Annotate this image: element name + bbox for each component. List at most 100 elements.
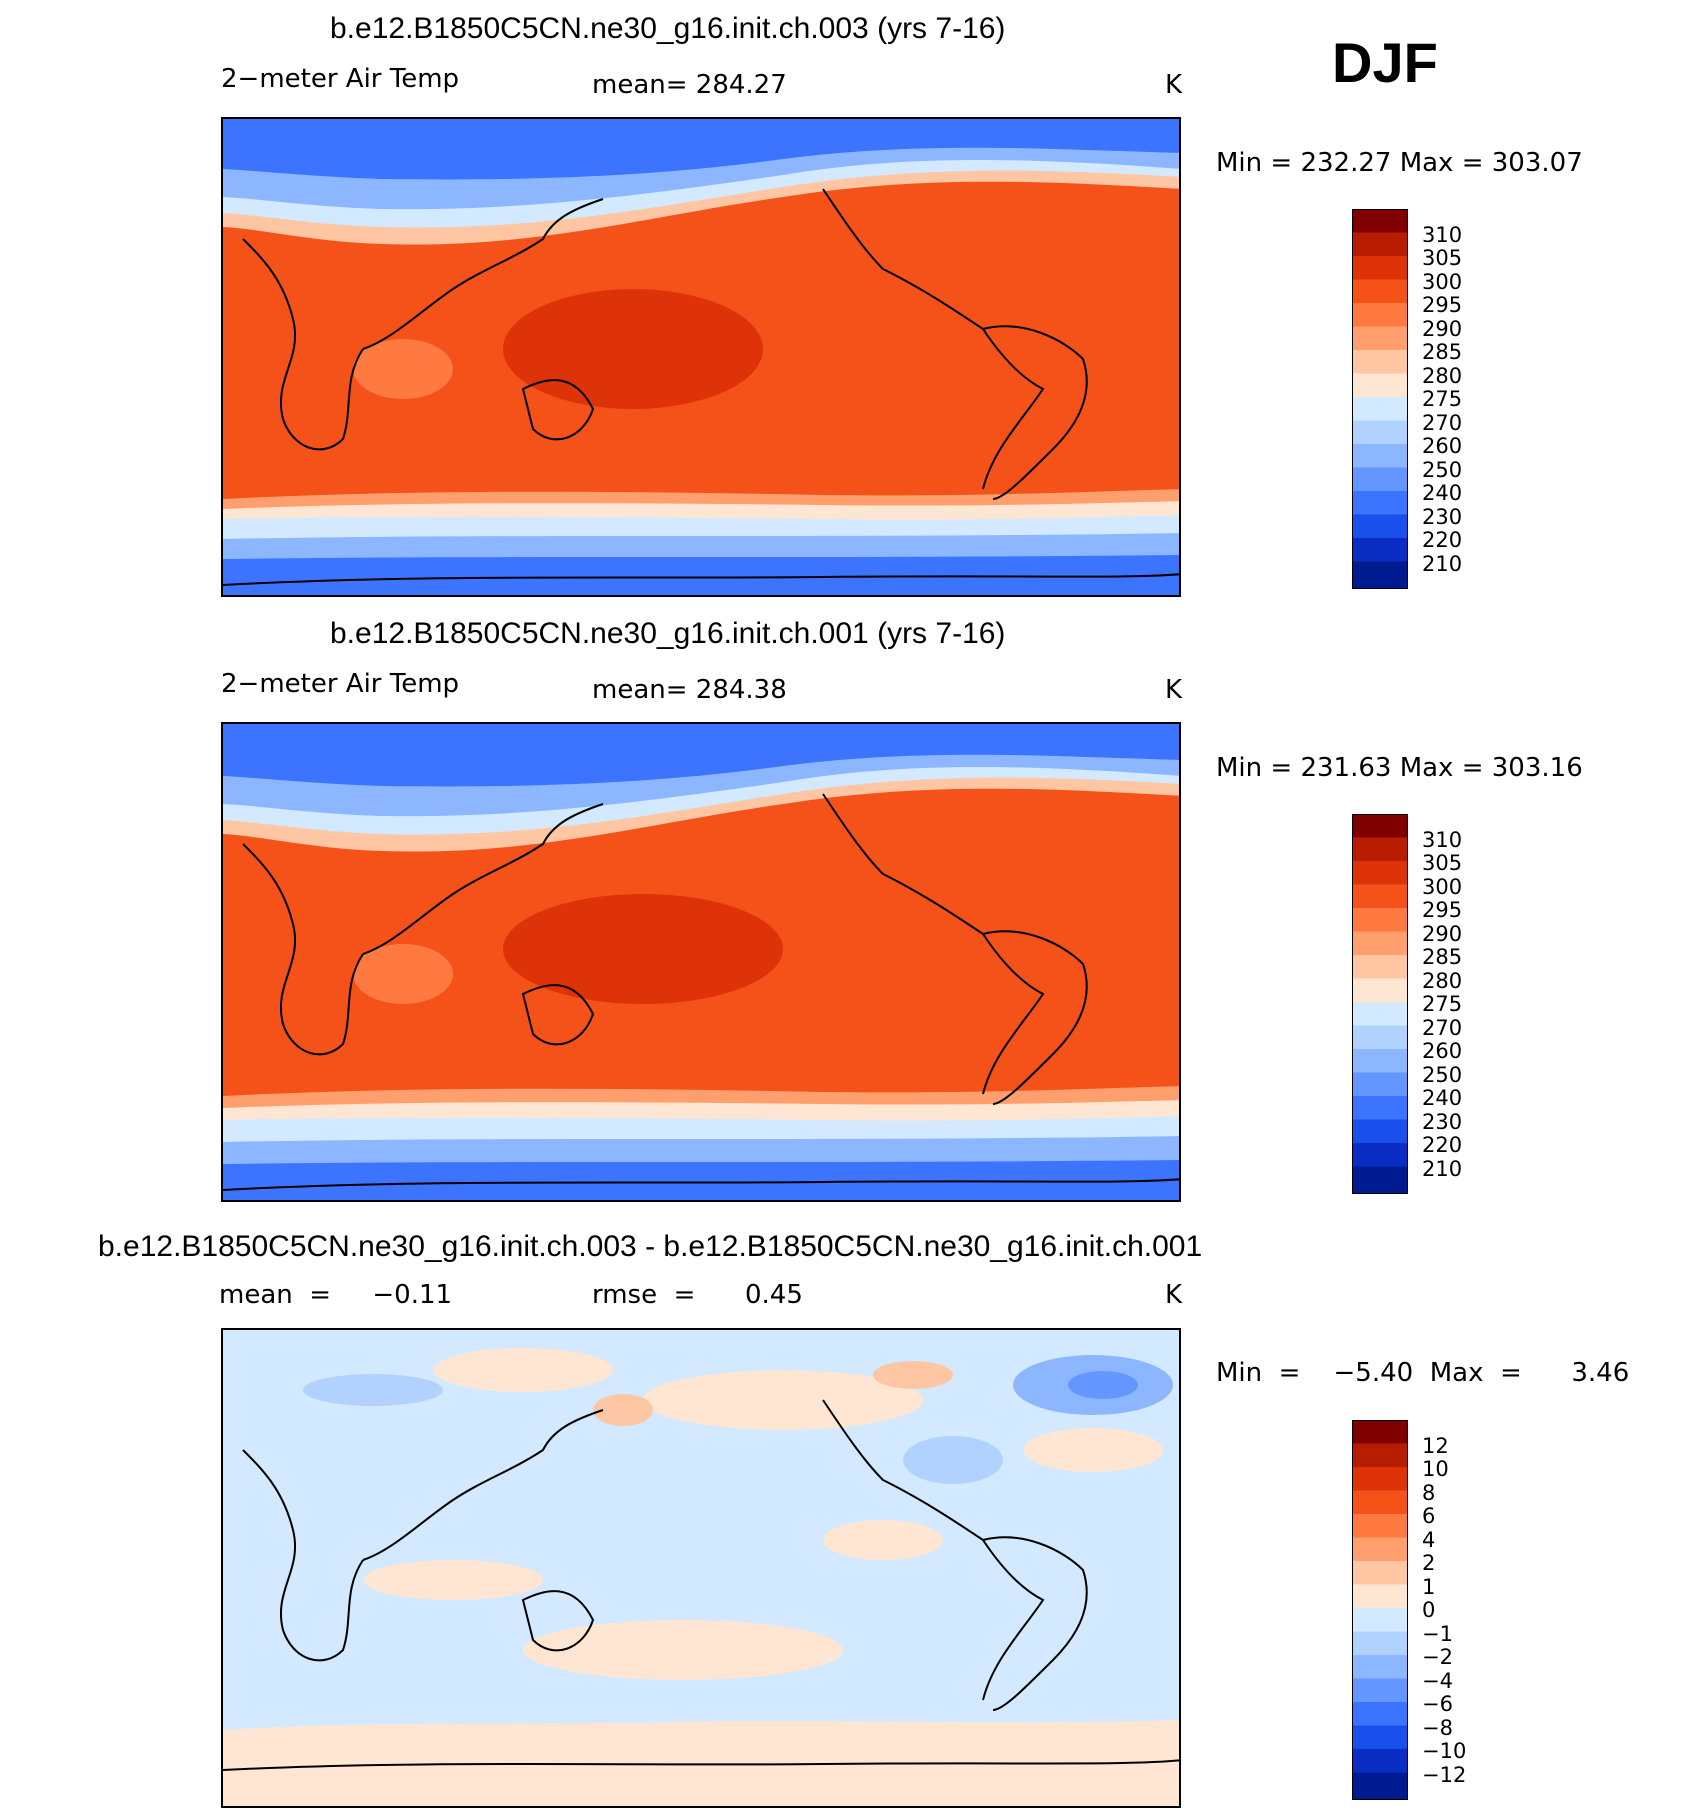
siberia-positive: [433, 1348, 613, 1392]
tick: 250: [1422, 458, 1463, 482]
tick: 270: [1422, 1016, 1463, 1040]
tick: 2: [1422, 1551, 1436, 1575]
asia-coast: [362, 803, 604, 955]
warm-pool: [503, 894, 783, 1004]
panel-3-map-svg: [223, 1330, 1179, 1806]
panel-3-mean-label: mean = −0.11: [219, 1280, 453, 1310]
australia-coast: [521, 1590, 595, 1652]
arctic-warm: [873, 1361, 953, 1389]
tick: 285: [1422, 340, 1463, 364]
tick: 220: [1422, 528, 1463, 552]
tick: 290: [1422, 922, 1463, 946]
indian-positive-patch: [363, 1560, 543, 1600]
tick: 220: [1422, 1133, 1463, 1157]
panel-3-colorbar-svg: [1352, 1420, 1408, 1800]
tick: 230: [1422, 1110, 1463, 1134]
panel-3-minmax: Min = −5.40 Max = 3.46: [1216, 1358, 1630, 1388]
tick: 270: [1422, 411, 1463, 435]
panel-1-units: K: [1165, 70, 1183, 100]
australia-coast: [521, 379, 595, 441]
tick: 4: [1422, 1528, 1436, 1552]
tick: 275: [1422, 992, 1463, 1016]
warm-pool: [503, 289, 763, 409]
coastlines: [223, 793, 1179, 1191]
panel-3-title: b.e12.B1850C5CN.ne30_g16.init.ch.003 - b…: [98, 1230, 1203, 1263]
polar-band: [223, 119, 1179, 180]
east-pacific-positive: [823, 1520, 943, 1560]
panel-1-colorbar: [1352, 209, 1408, 589]
tick: 10: [1422, 1457, 1449, 1481]
antarctica-coast: [223, 1759, 1179, 1771]
panel-3-units: K: [1165, 1280, 1183, 1310]
panel-1-variable-label: 2−meter Air Temp: [221, 64, 460, 94]
panel-3-colorbar: [1352, 1420, 1408, 1800]
antarctica-coast: [223, 573, 1179, 586]
tick: −10: [1422, 1739, 1467, 1763]
tick: −12: [1422, 1763, 1467, 1787]
south-america-coast: [982, 930, 1088, 1105]
panel-2-map: [221, 722, 1181, 1202]
tick: 305: [1422, 246, 1463, 270]
tick: 210: [1422, 1157, 1463, 1181]
panel-2-colorbar-svg: [1352, 814, 1408, 1194]
tick: −4: [1422, 1669, 1453, 1693]
tick: −8: [1422, 1716, 1453, 1740]
south-america-coast: [982, 325, 1088, 500]
tick: 12: [1422, 1434, 1449, 1458]
tick: 240: [1422, 481, 1463, 505]
tick: 295: [1422, 898, 1463, 922]
americas-west-coast: [822, 793, 1045, 1095]
panel-2-map-svg: [223, 724, 1179, 1200]
coastlines: [223, 1399, 1179, 1771]
tick: 295: [1422, 293, 1463, 317]
tick: 250: [1422, 1063, 1463, 1087]
panel-1-colorbar-svg: [1352, 209, 1408, 589]
tick: −6: [1422, 1692, 1453, 1716]
africa-coast: [242, 1449, 364, 1662]
tick: −1: [1422, 1622, 1453, 1646]
tick: 285: [1422, 945, 1463, 969]
tick: 260: [1422, 1039, 1463, 1063]
antarctic-band: [223, 555, 1179, 595]
americas-west-coast: [822, 188, 1045, 490]
tick: −2: [1422, 1645, 1453, 1669]
africa-coast: [242, 238, 364, 451]
australia-coast: [521, 984, 595, 1046]
panel-1-mean-label: mean= 284.27: [592, 70, 787, 100]
north-america-cool: [903, 1436, 1003, 1484]
asia-coast: [362, 198, 604, 350]
tick: 290: [1422, 317, 1463, 341]
north-pacific-positive: [643, 1370, 923, 1430]
antarctica-coast: [223, 1178, 1179, 1191]
tick: 1: [1422, 1575, 1436, 1599]
panel-2-minmax: Min = 231.63 Max = 303.16: [1216, 753, 1583, 783]
panel-2-mean-label: mean= 284.38: [592, 675, 787, 705]
tick: 6: [1422, 1504, 1436, 1528]
tick: 275: [1422, 387, 1463, 411]
polar-band: [223, 724, 1179, 787]
greenland-cold: [1068, 1371, 1138, 1399]
panel-1-minmax: Min = 232.27 Max = 303.07: [1216, 148, 1583, 178]
tick: 310: [1422, 223, 1463, 247]
tick: 305: [1422, 851, 1463, 875]
coastlines: [223, 188, 1179, 586]
panel-1-map: [221, 117, 1181, 597]
africa-warm: [353, 944, 453, 1004]
tick: 300: [1422, 270, 1463, 294]
south-america-coast: [982, 1536, 1088, 1711]
tick: 260: [1422, 434, 1463, 458]
asia-coast: [362, 1409, 604, 1561]
tick: 280: [1422, 364, 1463, 388]
panel-2-variable-label: 2−meter Air Temp: [221, 669, 460, 699]
atlantic-positive: [1023, 1428, 1163, 1472]
europe-cool: [303, 1374, 443, 1406]
tick: 0: [1422, 1598, 1436, 1622]
tick: 280: [1422, 969, 1463, 993]
panel-2-units: K: [1165, 675, 1183, 705]
panel-1-map-svg: [223, 119, 1179, 595]
tropical-positive-patch: [523, 1620, 843, 1680]
tick: 8: [1422, 1481, 1436, 1505]
antarctic-band: [223, 1160, 1179, 1200]
africa-coast: [242, 843, 364, 1056]
southern-positive-band: [223, 1720, 1179, 1806]
